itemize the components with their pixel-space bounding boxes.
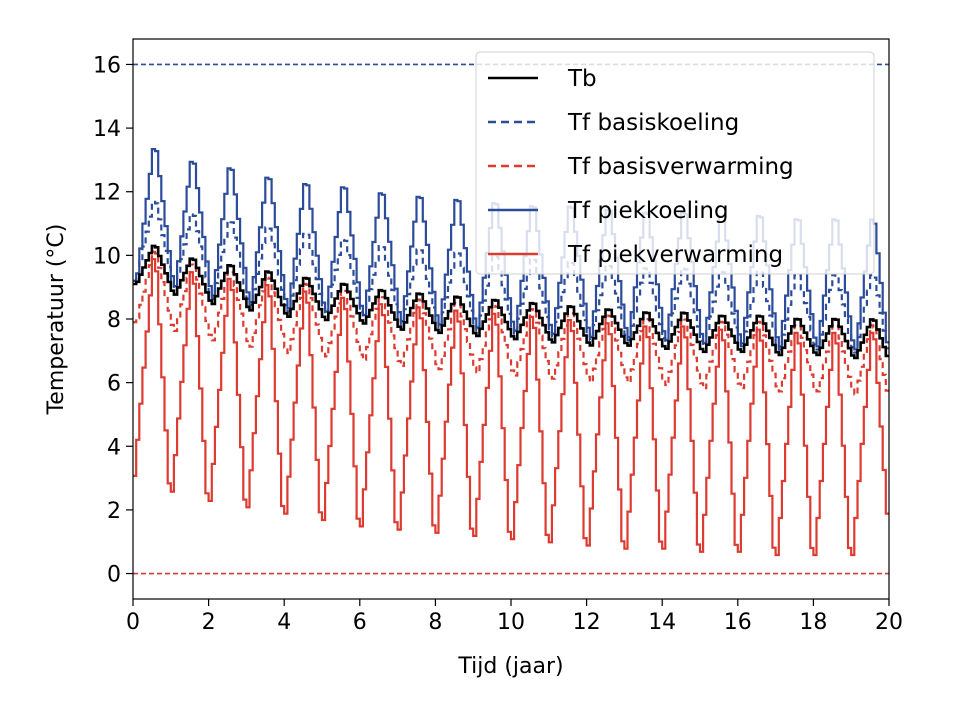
- series-line-1: [133, 200, 889, 354]
- series-line-2: [133, 250, 889, 396]
- x-tick-label-1: 2: [202, 610, 216, 635]
- x-axis-ticks: 0 2 4 6 8 10 12 14 16 18 20: [126, 599, 903, 635]
- x-tick-label-0: 0: [126, 610, 140, 635]
- x-tick-label-8: 16: [724, 610, 752, 635]
- y-tick-label-0: 0: [107, 563, 121, 588]
- y-tick-label-8: 16: [93, 53, 121, 78]
- y-tick-label-7: 14: [93, 117, 121, 142]
- y-tick-label-1: 2: [107, 499, 121, 524]
- series-line-4: [133, 258, 889, 557]
- x-tick-label-6: 12: [573, 610, 601, 635]
- x-tick-label-2: 4: [277, 610, 291, 635]
- legend-label-3: Tf piekkoeling: [567, 198, 729, 224]
- legend: Tb Tf basiskoeling Tf basisverwarming Tf pi…: [475, 51, 875, 275]
- x-tick-label-7: 14: [648, 610, 676, 635]
- legend-label-1: Tf basiskoeling: [567, 110, 739, 136]
- y-tick-label-5: 10: [93, 244, 121, 269]
- x-tick-label-3: 6: [353, 610, 367, 635]
- x-tick-label-9: 18: [799, 610, 827, 635]
- legend-label-4: Tf piekverwarming: [567, 242, 783, 268]
- y-tick-label-4: 8: [107, 308, 121, 333]
- legend-label-2: Tf basisverwarming: [567, 154, 794, 180]
- series-line-0: [133, 244, 889, 360]
- x-tick-label-10: 20: [875, 610, 903, 635]
- x-axis-title: Tijd (jaar): [457, 654, 563, 679]
- legend-box: [475, 51, 875, 275]
- x-tick-label-4: 8: [428, 610, 442, 635]
- y-axis-title: Temperatuur (°C): [44, 224, 69, 416]
- legend-label-0: Tb: [567, 66, 597, 92]
- y-tick-label-3: 6: [107, 372, 121, 397]
- x-tick-label-5: 10: [497, 610, 525, 635]
- y-tick-label-2: 4: [107, 435, 121, 460]
- y-axis-ticks: 0 2 4 6 8 10 12 14 16: [93, 53, 133, 588]
- y-tick-label-6: 12: [93, 181, 121, 206]
